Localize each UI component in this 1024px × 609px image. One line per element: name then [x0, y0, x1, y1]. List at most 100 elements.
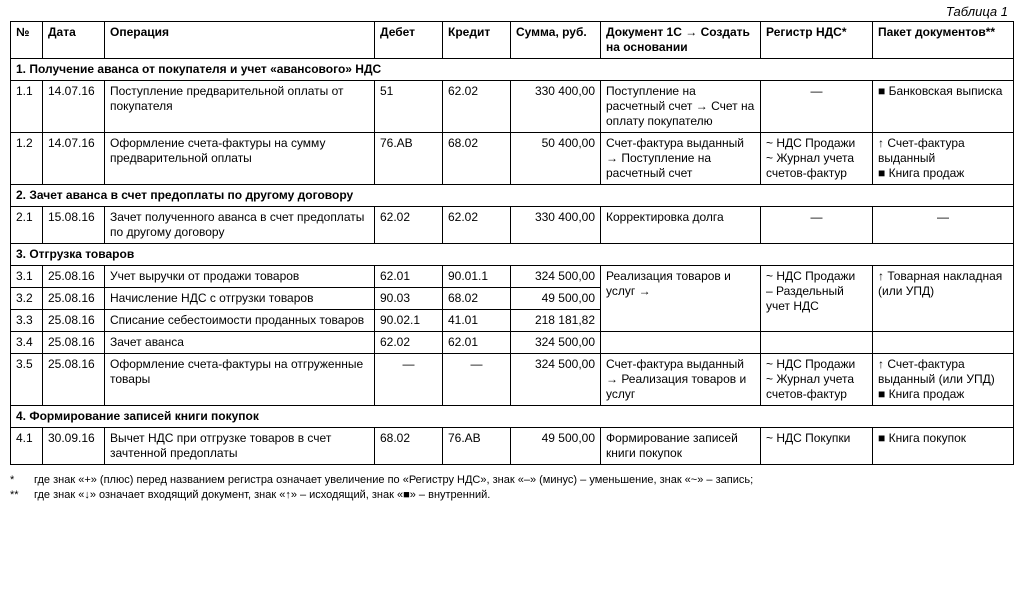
- cell-sum: 49 500,00: [511, 428, 601, 465]
- cell-sum: 218 181,82: [511, 310, 601, 332]
- footnote-text-2: где знак «↓» означает входящий документ,…: [34, 488, 490, 503]
- cell-date: 14.07.16: [43, 81, 105, 133]
- cell-reg: ~ НДС Продажи~ Журнал учета счетов-факту…: [761, 133, 873, 185]
- cell-op: Поступление предварительной оплаты от по…: [105, 81, 375, 133]
- cell-op: Зачет аванса: [105, 332, 375, 354]
- cell-op: Оформление счета-фактуры на сумму предва…: [105, 133, 375, 185]
- cell-debit: 68.02: [375, 428, 443, 465]
- table-header-row: № Дата Операция Дебет Кредит Сумма, руб.…: [11, 22, 1014, 59]
- cell-doc: Счет-фактура выданный → Реализация товар…: [601, 354, 761, 406]
- cell-sum: 324 500,00: [511, 354, 601, 406]
- cell-credit: 41.01: [443, 310, 511, 332]
- table-row: 1.2 14.07.16 Оформление счета-фактуры на…: [11, 133, 1014, 185]
- table-caption: Таблица 1: [10, 4, 1008, 19]
- col-debit: Дебет: [375, 22, 443, 59]
- cell-no: 3.4: [11, 332, 43, 354]
- section-3: 3. Отгрузка товаров: [11, 244, 1014, 266]
- col-op: Операция: [105, 22, 375, 59]
- cell-no: 3.3: [11, 310, 43, 332]
- cell-no: 3.5: [11, 354, 43, 406]
- cell-sum: 330 400,00: [511, 81, 601, 133]
- cell-doc: Формирование записей книги покупок: [601, 428, 761, 465]
- footnote-mark-1: *: [10, 473, 34, 488]
- cell-date: 15.08.16: [43, 207, 105, 244]
- table-row: 3.5 25.08.16 Оформление счета-фактуры на…: [11, 354, 1014, 406]
- cell-debit: 62.01: [375, 266, 443, 288]
- section-row: 1. Получение аванса от покупателя и учет…: [11, 59, 1014, 81]
- cell-no: 3.1: [11, 266, 43, 288]
- cell-reg: —: [761, 81, 873, 133]
- cell-pack: ↑ Счет-фактура выданный (или УПД)■ Книга…: [873, 354, 1014, 406]
- cell-debit: 76.АВ: [375, 133, 443, 185]
- cell-op: Зачет полученного аванса в счет предопла…: [105, 207, 375, 244]
- cell-debit: —: [375, 354, 443, 406]
- footnote-text-1: где знак «+» (плюс) перед названием реги…: [34, 473, 753, 488]
- cell-pack: ↑ Счет-фактура выданный■ Книга продаж: [873, 133, 1014, 185]
- cell-op: Оформление счета-фактуры на отгруженные …: [105, 354, 375, 406]
- col-date: Дата: [43, 22, 105, 59]
- cell-reg: [761, 332, 873, 354]
- cell-date: 25.08.16: [43, 310, 105, 332]
- cell-op: Списание себестоимости проданных товаров: [105, 310, 375, 332]
- cell-debit: 90.03: [375, 288, 443, 310]
- cell-doc: Счет-фактура выданный → Поступление на р…: [601, 133, 761, 185]
- cell-op: Начисление НДС с отгрузки товаров: [105, 288, 375, 310]
- table-row: 3.4 25.08.16 Зачет аванса 62.02 62.01 32…: [11, 332, 1014, 354]
- cell-sum: 50 400,00: [511, 133, 601, 185]
- cell-date: 25.08.16: [43, 354, 105, 406]
- cell-pack: ↑ Товарная накладная (или УПД): [873, 266, 1014, 332]
- cell-debit: 62.02: [375, 332, 443, 354]
- cell-sum: 324 500,00: [511, 332, 601, 354]
- footnotes: * где знак «+» (плюс) перед названием ре…: [10, 473, 1014, 503]
- cell-debit: 62.02: [375, 207, 443, 244]
- cell-doc: Корректировка долга: [601, 207, 761, 244]
- cell-sum: 49 500,00: [511, 288, 601, 310]
- table-row: 1.1 14.07.16 Поступление предварительной…: [11, 81, 1014, 133]
- cell-debit: 51: [375, 81, 443, 133]
- cell-credit: 68.02: [443, 288, 511, 310]
- col-no: №: [11, 22, 43, 59]
- cell-date: 25.08.16: [43, 288, 105, 310]
- col-pack: Пакет документов**: [873, 22, 1014, 59]
- cell-credit: 68.02: [443, 133, 511, 185]
- cell-date: 30.09.16: [43, 428, 105, 465]
- cell-reg: ~ НДС Покупки: [761, 428, 873, 465]
- col-credit: Кредит: [443, 22, 511, 59]
- cell-no: 2.1: [11, 207, 43, 244]
- section-row: 3. Отгрузка товаров: [11, 244, 1014, 266]
- cell-credit: 62.02: [443, 81, 511, 133]
- table-row: 3.1 25.08.16 Учет выручки от продажи тов…: [11, 266, 1014, 288]
- table-row: 2.1 15.08.16 Зачет полученного аванса в …: [11, 207, 1014, 244]
- cell-doc: [601, 332, 761, 354]
- cell-credit: 90.01.1: [443, 266, 511, 288]
- cell-reg: —: [761, 207, 873, 244]
- cell-doc: Реализация товаров и услуг →: [601, 266, 761, 332]
- col-sum: Сумма, руб.: [511, 22, 601, 59]
- cell-pack: ■ Книга покупок: [873, 428, 1014, 465]
- cell-no: 1.1: [11, 81, 43, 133]
- cell-reg: ~ НДС Продажи– Раздельный учет НДС: [761, 266, 873, 332]
- table-row: 4.1 30.09.16 Вычет НДС при отгрузке това…: [11, 428, 1014, 465]
- cell-date: 14.07.16: [43, 133, 105, 185]
- col-doc: Документ 1С → Создать на основании: [601, 22, 761, 59]
- section-2: 2. Зачет аванса в счет предоплаты по дру…: [11, 185, 1014, 207]
- cell-credit: 76.АВ: [443, 428, 511, 465]
- section-row: 2. Зачет аванса в счет предоплаты по дру…: [11, 185, 1014, 207]
- cell-sum: 324 500,00: [511, 266, 601, 288]
- cell-reg: ~ НДС Продажи~ Журнал учета счетов-факту…: [761, 354, 873, 406]
- cell-pack: [873, 332, 1014, 354]
- cell-credit: —: [443, 354, 511, 406]
- cell-pack: —: [873, 207, 1014, 244]
- footnote-mark-2: **: [10, 488, 34, 503]
- cell-date: 25.08.16: [43, 332, 105, 354]
- col-reg: Регистр НДС*: [761, 22, 873, 59]
- cell-pack: ■ Банковская выписка: [873, 81, 1014, 133]
- cell-no: 4.1: [11, 428, 43, 465]
- cell-sum: 330 400,00: [511, 207, 601, 244]
- section-4: 4. Формирование записей книги покупок: [11, 406, 1014, 428]
- cell-credit: 62.01: [443, 332, 511, 354]
- cell-no: 3.2: [11, 288, 43, 310]
- cell-doc: Поступление на расчетный счет → Счет на …: [601, 81, 761, 133]
- cell-no: 1.2: [11, 133, 43, 185]
- cell-op: Учет выручки от продажи товаров: [105, 266, 375, 288]
